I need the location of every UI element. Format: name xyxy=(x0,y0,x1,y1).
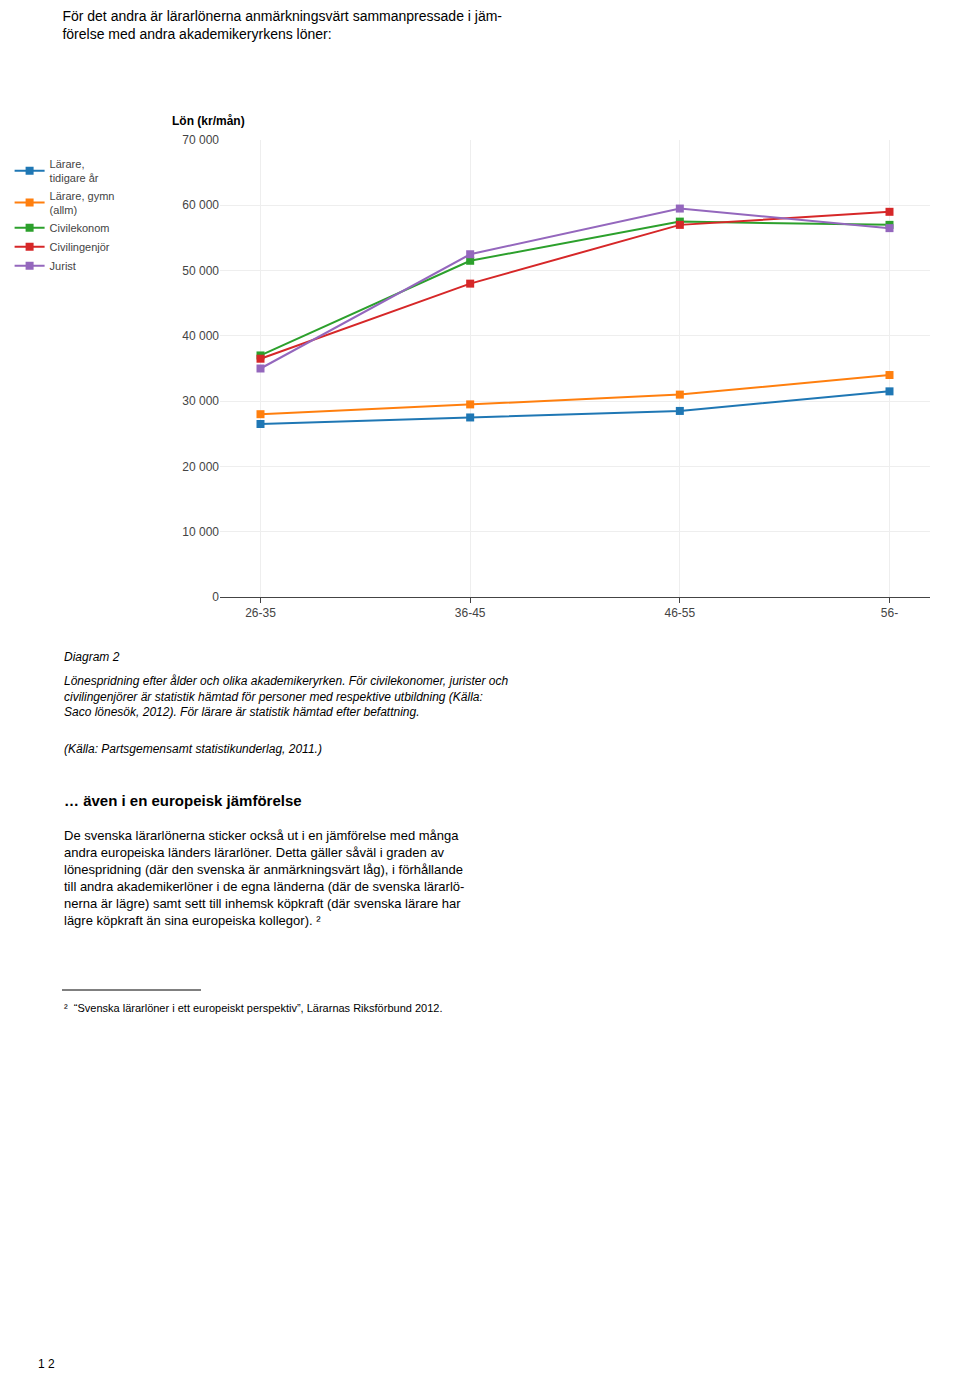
svg-text:Jurist: Jurist xyxy=(50,260,76,272)
svg-text:0: 0 xyxy=(212,590,219,604)
svg-text:Lönespridning efter ålder och: Lönespridning efter ålder och olika akad… xyxy=(64,674,509,719)
svg-text:(Källa: Partsgemensamt statist: (Källa: Partsgemensamt statistikunderlag… xyxy=(64,742,322,756)
svg-text:26-35: 26-35 xyxy=(245,606,276,620)
svg-text:40 000: 40 000 xyxy=(182,329,219,343)
svg-text:30 000: 30 000 xyxy=(182,394,219,408)
svg-text:60 000: 60 000 xyxy=(182,198,219,212)
svg-text:² “Svenska lärarlöner i ett e: ² “Svenska lärarlöner i ett europeiskt p… xyxy=(64,1002,442,1014)
svg-text:70 000: 70 000 xyxy=(182,133,219,147)
svg-text:För det andra är lärarlönerna: För det andra är lärarlönerna anmärkning… xyxy=(62,8,502,42)
svg-text:Lärare, gymn(allm): Lärare, gymn(allm) xyxy=(50,190,115,216)
svg-text:56-: 56- xyxy=(881,606,898,620)
svg-text:10 000: 10 000 xyxy=(182,525,219,539)
svg-text:20 000: 20 000 xyxy=(182,460,219,474)
svg-text:Diagram 2: Diagram 2 xyxy=(64,650,120,664)
svg-text:1 2: 1 2 xyxy=(38,1357,55,1371)
svg-text:Lön (kr/mån): Lön (kr/mån) xyxy=(172,114,245,128)
svg-text:De svenska lärarlönerna sticke: De svenska lärarlönerna sticker också ut… xyxy=(64,828,464,928)
svg-text:36-45: 36-45 xyxy=(455,606,486,620)
svg-text:46-55: 46-55 xyxy=(664,606,695,620)
svg-text:Lärare,tidigare år: Lärare,tidigare år xyxy=(50,158,99,184)
svg-text:… även i en europeisk jämförel: … även i en europeisk jämförelse xyxy=(64,792,302,809)
svg-text:Civilingenjör: Civilingenjör xyxy=(50,241,110,253)
svg-text:Civilekonom: Civilekonom xyxy=(50,222,110,234)
svg-text:50 000: 50 000 xyxy=(182,264,219,278)
